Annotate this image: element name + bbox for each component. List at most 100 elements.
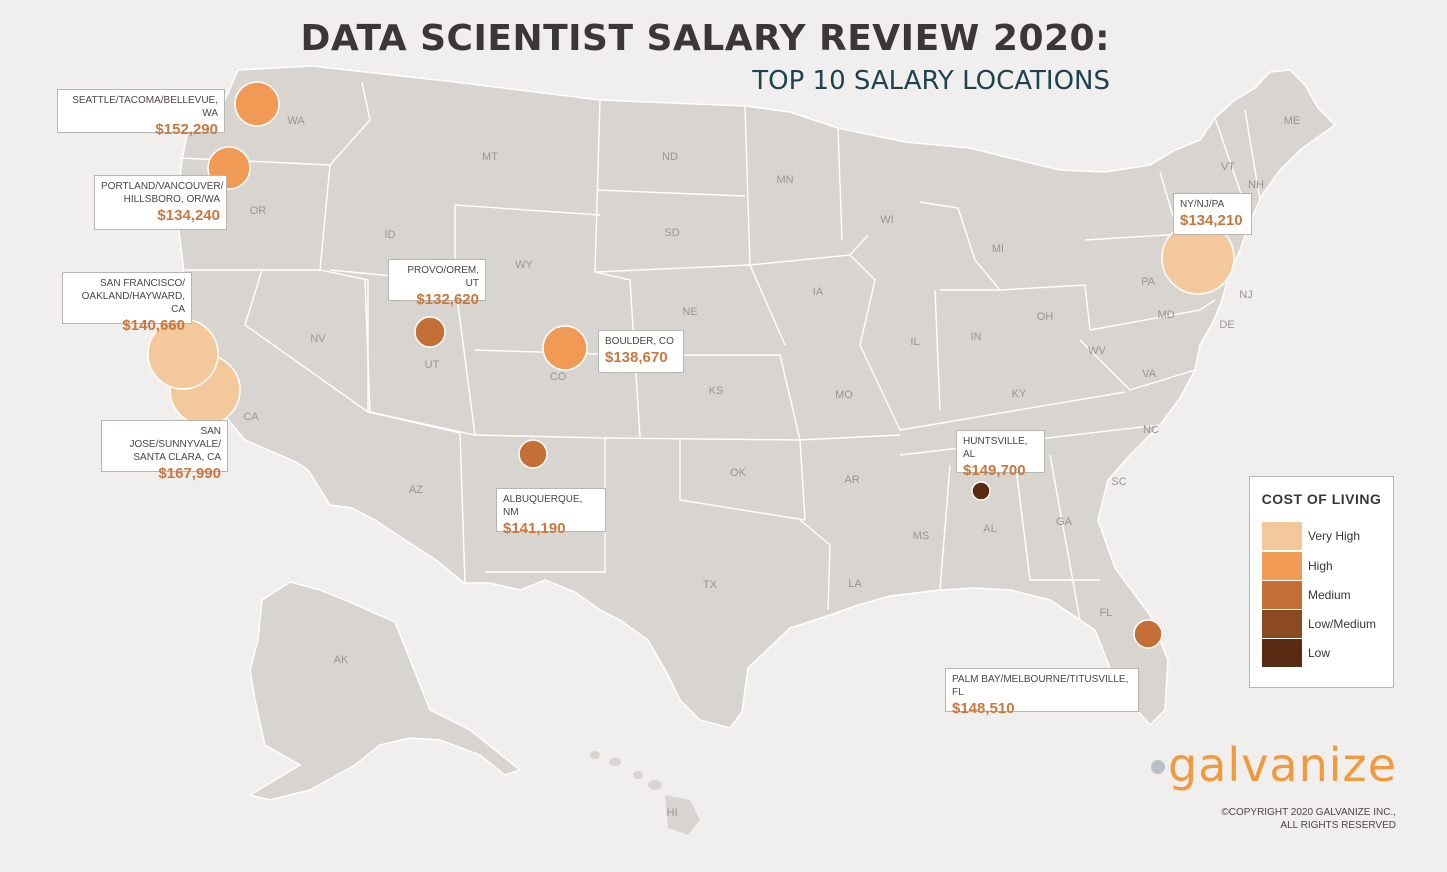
callout-ny-nj-pa: NY/NJ/PA $134,210 xyxy=(1173,193,1252,235)
callout-location: ALBUQUERQUE, NM xyxy=(503,494,583,518)
callout-location: PORTLAND/VANCOUVER/ HILLSBORO, OR/WA xyxy=(101,181,224,205)
copyright-line-1: ©COPYRIGHT 2020 GALVANIZE INC., xyxy=(1221,807,1396,818)
legend-item-low-medium: Low/Medium xyxy=(1262,610,1392,638)
legend-title: COST OF LIVING xyxy=(1261,491,1382,507)
state-label-mt: MT xyxy=(482,151,498,163)
state-label-la: LA xyxy=(848,578,862,590)
state-label-il: IL xyxy=(910,336,919,348)
state-label-ut: UT xyxy=(425,359,440,371)
legend-swatch xyxy=(1262,522,1302,550)
state-label-nj: NJ xyxy=(1239,289,1252,301)
state-label-or: OR xyxy=(250,205,267,217)
state-label-ca: CA xyxy=(243,411,259,423)
legend-label: Low xyxy=(1308,646,1331,660)
callout-location: PALM BAY/MELBOURNE/TITUSVILLE, FL xyxy=(952,674,1129,698)
state-label-nc: NC xyxy=(1143,424,1159,436)
state-label-sd: SD xyxy=(664,227,679,239)
callout-salary: $132,620 xyxy=(416,291,479,308)
callout-boulder: BOULDER, CO $138,670 xyxy=(598,330,684,373)
legend-label: High xyxy=(1308,559,1333,573)
cost-of-living-legend: COST OF LIVING Very High High Medium Low… xyxy=(1249,476,1394,688)
hawaii-land xyxy=(590,751,700,835)
state-label-mn: MN xyxy=(776,174,793,186)
state-label-mo: MO xyxy=(835,389,853,401)
callout-salary: $134,240 xyxy=(157,207,220,224)
page-title: DATA SCIENTIST SALARY REVIEW 2020: xyxy=(300,18,1110,59)
state-label-ms: MS xyxy=(913,530,930,542)
callout-san-francisco: SAN FRANCISCO/ OAKLAND/HAYWARD, CA $140,… xyxy=(62,272,192,334)
state-label-al: AL xyxy=(983,523,996,535)
state-label-me: ME xyxy=(1284,115,1301,127)
state-label-id: ID xyxy=(385,229,396,241)
copyright: ©COPYRIGHT 2020 GALVANIZE INC., ALL RIGH… xyxy=(1150,806,1396,832)
salary-marker-4 xyxy=(414,316,446,348)
legend-swatch xyxy=(1262,552,1302,580)
state-label-wa: WA xyxy=(287,115,305,127)
state-label-pa: PA xyxy=(1141,276,1156,288)
state-label-md: MD xyxy=(1157,309,1174,321)
callout-salary: $134,210 xyxy=(1180,212,1243,229)
legend-item-medium: Medium xyxy=(1262,581,1392,609)
state-label-oh: OH xyxy=(1037,311,1054,323)
legend-swatch xyxy=(1262,581,1302,609)
callout-salary: $148,510 xyxy=(952,700,1015,717)
state-label-ak: AK xyxy=(334,654,349,666)
state-label-wv: WV xyxy=(1088,345,1106,357)
state-label-az: AZ xyxy=(409,484,423,496)
state-label-hi: HI xyxy=(667,807,678,819)
state-label-ks: KS xyxy=(709,385,724,397)
callout-salary: $141,190 xyxy=(503,520,566,537)
state-label-tx: TX xyxy=(703,579,718,591)
callout-salary: $152,290 xyxy=(155,121,218,138)
state-labels: WAORCANVIDMTWYUTCOAZNMNDSDNEKSOKTXMNIAMO… xyxy=(243,115,1300,819)
callout-location: SEATTLE/TACOMA/BELLEVUE, WA xyxy=(72,95,218,119)
callout-seattle: SEATTLE/TACOMA/BELLEVUE, WA $152,290 xyxy=(57,89,225,138)
legend-swatch xyxy=(1262,610,1302,638)
state-label-nd: ND xyxy=(662,151,678,163)
legend-label: Medium xyxy=(1308,588,1351,602)
callout-salary: $167,990 xyxy=(158,465,221,482)
callout-san-jose: SAN JOSE/SUNNYVALE/ SANTA CLARA, CA $167… xyxy=(101,420,228,482)
callout-salary: $149,700 xyxy=(963,462,1026,479)
state-label-wy: WY xyxy=(515,259,533,271)
state-label-sc: SC xyxy=(1111,476,1126,488)
callout-location: SAN JOSE/SUNNYVALE/ SANTA CLARA, CA xyxy=(129,426,221,463)
callout-huntsville: HUNTSVILLE, AL $149,700 xyxy=(956,430,1045,479)
callout-provo: PROVO/OREM, UT $132,620 xyxy=(388,259,486,308)
salary-marker-9 xyxy=(1133,619,1163,649)
state-label-wi: WI xyxy=(880,214,893,226)
state-label-ok: OK xyxy=(730,467,747,479)
callout-albuquerque: ALBUQUERQUE, NM $141,190 xyxy=(496,488,606,537)
salary-marker-7 xyxy=(971,481,991,501)
callout-portland: PORTLAND/VANCOUVER/ HILLSBORO, OR/WA $13… xyxy=(94,175,227,230)
callout-salary: $138,670 xyxy=(605,349,668,366)
state-label-ga: GA xyxy=(1056,516,1073,528)
legend-label: Low/Medium xyxy=(1308,617,1377,631)
state-label-va: VA xyxy=(1142,368,1157,380)
callout-location: SAN FRANCISCO/ OAKLAND/HAYWARD, CA xyxy=(81,278,185,315)
callout-location: BOULDER, CO xyxy=(605,336,674,347)
callout-palm-bay: PALM BAY/MELBOURNE/TITUSVILLE, FL $148,5… xyxy=(945,668,1139,717)
callout-location: PROVO/OREM, UT xyxy=(407,265,479,289)
state-label-mi: MI xyxy=(992,243,1004,255)
state-label-de: DE xyxy=(1219,319,1234,331)
state-label-nh: NH xyxy=(1248,179,1264,191)
alaska-land xyxy=(248,581,522,801)
legend-item-high: High xyxy=(1262,552,1392,580)
brand-logo: galvanize xyxy=(1168,738,1397,792)
state-label-ar: AR xyxy=(844,474,859,486)
legend-item-low: Low xyxy=(1262,639,1392,667)
callout-location: HUNTSVILLE, AL xyxy=(963,436,1028,460)
state-label-ia: IA xyxy=(813,286,824,298)
salary-marker-0 xyxy=(234,81,280,127)
legend-label: Very High xyxy=(1308,529,1361,543)
legend-swatch xyxy=(1262,639,1302,667)
legend-item-very-high: Very High xyxy=(1262,522,1392,550)
state-label-ne: NE xyxy=(682,306,697,318)
page-subtitle: TOP 10 SALARY LOCATIONS xyxy=(752,66,1110,96)
brand-logo-mark xyxy=(1151,760,1165,774)
copyright-line-2: ALL RIGHTS RESERVED xyxy=(1280,820,1396,831)
callout-salary: $140,660 xyxy=(122,317,185,334)
state-label-co: CO xyxy=(550,371,567,383)
salary-marker-6 xyxy=(518,439,548,469)
